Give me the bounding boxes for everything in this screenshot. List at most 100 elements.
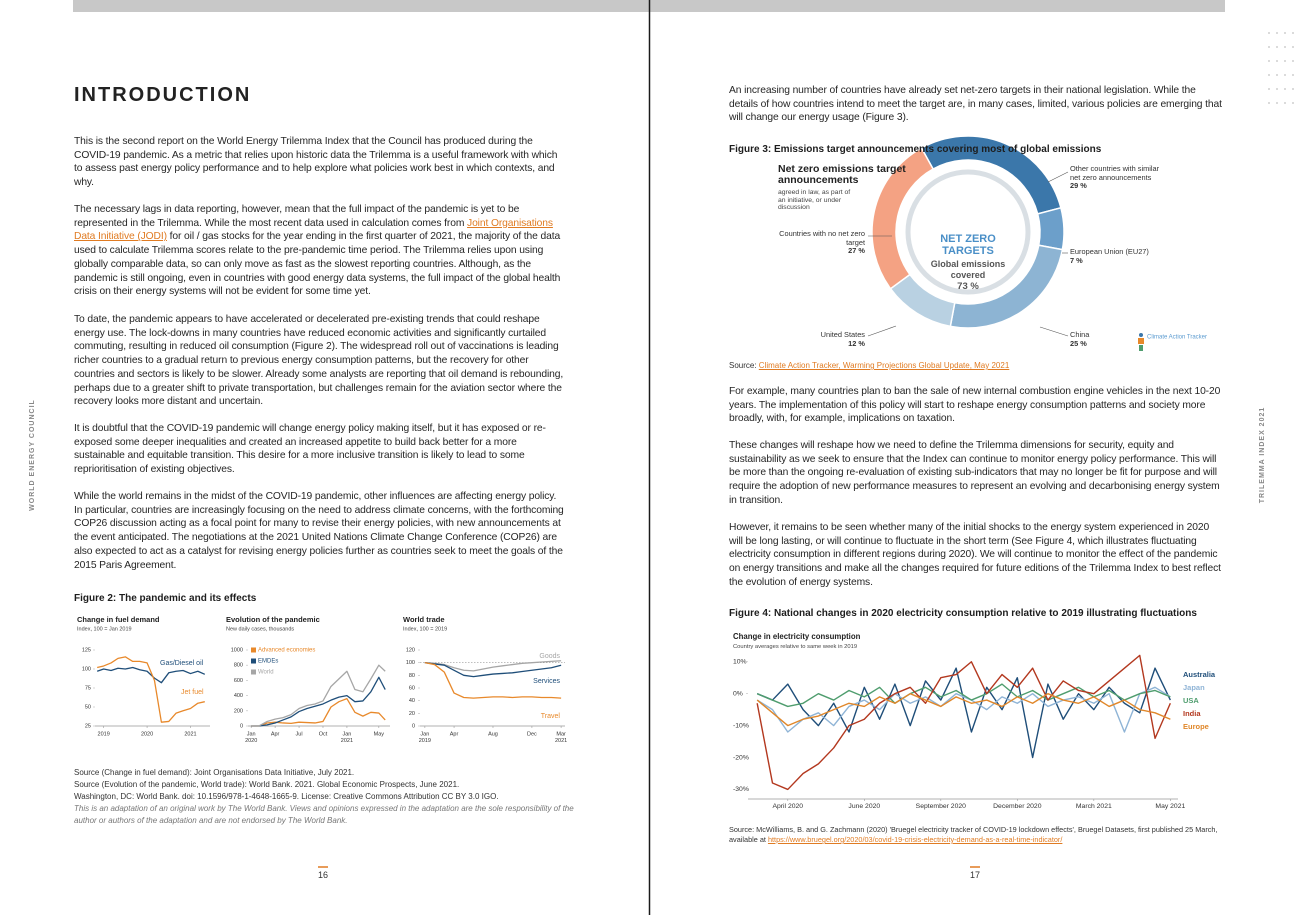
legend-label: Europe <box>1183 722 1209 731</box>
dot <box>1268 88 1270 90</box>
dot <box>1284 88 1286 90</box>
x-year-label: 2020 <box>245 738 257 744</box>
source-line: Washington, DC: World Bank. doi: 10.1596… <box>74 792 499 801</box>
x-tick-label: June 2020 <box>848 803 880 810</box>
x-tick-label: Jan <box>420 731 429 737</box>
callout-label: China <box>1070 330 1090 339</box>
paragraph: For example, many countries plan to ban … <box>729 386 1221 425</box>
dot <box>1292 102 1294 104</box>
x-tick-label: December 2020 <box>993 803 1042 810</box>
legend-label: Japan <box>1183 683 1205 692</box>
callout-label: Countries with no net zero target <box>779 229 865 247</box>
figure-title: Figure 4: National changes in 2020 elect… <box>729 608 1197 619</box>
callout-value: 27 % <box>848 246 865 256</box>
x-tick-label: Jul <box>296 731 303 737</box>
series-line <box>424 662 562 678</box>
y-tick-label: 100 <box>82 666 91 672</box>
callout-value: 7 % <box>1070 255 1083 265</box>
chart-title: Change in fuel demand <box>77 615 160 624</box>
paragraph: This is the second report on the World E… <box>74 136 558 189</box>
x-year-label: 2021 <box>555 738 567 744</box>
series-line <box>756 683 1171 708</box>
paragraph: The necessary lags in data reporting, ho… <box>74 203 566 299</box>
side-label: WORLD ENERGY COUNCIL <box>29 399 36 511</box>
series-label: Travel <box>541 713 561 720</box>
donut-callout: Other countries with similar net zero an… <box>1070 164 1170 191</box>
series-line <box>756 686 1171 733</box>
callout-label: Other countries with similar net zero an… <box>1070 164 1160 182</box>
x-tick-label: 2019 <box>98 731 110 737</box>
side-label: TRILEMMA INDEX 2021 <box>1259 407 1266 504</box>
dot <box>1276 60 1278 62</box>
series-line <box>424 662 562 699</box>
dot <box>1284 102 1286 104</box>
y-tick-label: 125 <box>82 647 91 653</box>
y-tick-label: 120 <box>406 647 415 653</box>
logo-text: Climate Action Tracker <box>1147 335 1207 341</box>
x-tick-label: Apr <box>450 731 459 737</box>
callout-value: 29 % <box>1070 181 1087 191</box>
leader-line <box>867 325 897 337</box>
text: for oil / gas stocks for the year ending… <box>74 231 561 298</box>
dot <box>1276 32 1278 34</box>
page-title: INTRODUCTION <box>74 84 252 106</box>
legend-swatch <box>251 647 256 653</box>
dot <box>1284 32 1286 34</box>
paragraph: To date, the pandemic appears to have ac… <box>74 314 564 408</box>
y-tick-label: 10% <box>733 659 747 666</box>
legend-label: Advanced economies <box>258 648 315 654</box>
y-tick-label: 800 <box>234 663 243 669</box>
series-label: Jet fuel <box>181 689 204 696</box>
dot <box>1284 60 1286 62</box>
legend-label: USA <box>1183 696 1199 705</box>
donut-heading: Net zero emissions target announcements <box>778 163 906 186</box>
y-tick-label: 25 <box>85 723 91 729</box>
legend-label: EMDEs <box>258 659 278 665</box>
legend-swatch <box>251 658 256 664</box>
donut-segment <box>1036 206 1065 251</box>
x-tick-label: March 2021 <box>1076 803 1112 810</box>
donut-segment <box>871 147 935 290</box>
x-tick-label: Oct <box>319 731 328 737</box>
link[interactable]: https://www.bruegel.org/2020/03/covid-19… <box>767 835 1063 844</box>
series-line <box>251 697 386 727</box>
x-year-label: 2019 <box>419 738 431 744</box>
link[interactable]: Climate Action Tracker, Warming Projecti… <box>758 361 1010 370</box>
text: Source: <box>729 361 759 370</box>
dot <box>1292 74 1294 76</box>
x-tick-label: May <box>374 731 385 737</box>
y-tick-label: 75 <box>85 685 91 691</box>
y-tick-label: 0 <box>412 723 415 729</box>
x-tick-label: 2020 <box>141 731 153 737</box>
series-line <box>424 660 562 672</box>
legend-label: India <box>1183 709 1201 718</box>
dot <box>1276 102 1278 104</box>
y-tick-label: -10% <box>733 722 749 729</box>
text: Source: McWilliams, B. and G. Zachmann (… <box>729 825 1218 844</box>
dot <box>1268 102 1270 104</box>
dot <box>1268 60 1270 62</box>
donut-center-value: 73 % <box>957 281 979 292</box>
link[interactable]: Joint Organisations Data Initiative (JOD… <box>74 217 553 243</box>
series-label: Services <box>533 678 560 685</box>
y-tick-label: 1000 <box>231 647 243 653</box>
figure-source: Source: McWilliams, B. and G. Zachmann (… <box>729 825 1225 845</box>
chart-title: Evolution of the pandemic <box>226 615 320 624</box>
series-line <box>251 664 386 727</box>
x-tick-label: Jan <box>247 731 256 737</box>
figure-source: Source: Climate Action Tracker, Warming … <box>729 361 1009 370</box>
legend-label: World <box>258 670 274 676</box>
dot <box>1292 46 1294 48</box>
legend-label: Australia <box>1183 670 1216 679</box>
text: The necessary lags in data reporting, ho… <box>74 204 520 229</box>
series-line <box>251 676 386 727</box>
dot <box>1292 88 1294 90</box>
y-tick-label: 100 <box>406 660 415 666</box>
figure-title: Figure 3: Emissions target announcements… <box>729 144 1102 155</box>
page-number: 17 <box>969 870 980 880</box>
donut-callout: China 25 % <box>1070 330 1170 348</box>
y-tick-label: -20% <box>733 754 749 761</box>
series-line <box>756 654 1171 791</box>
